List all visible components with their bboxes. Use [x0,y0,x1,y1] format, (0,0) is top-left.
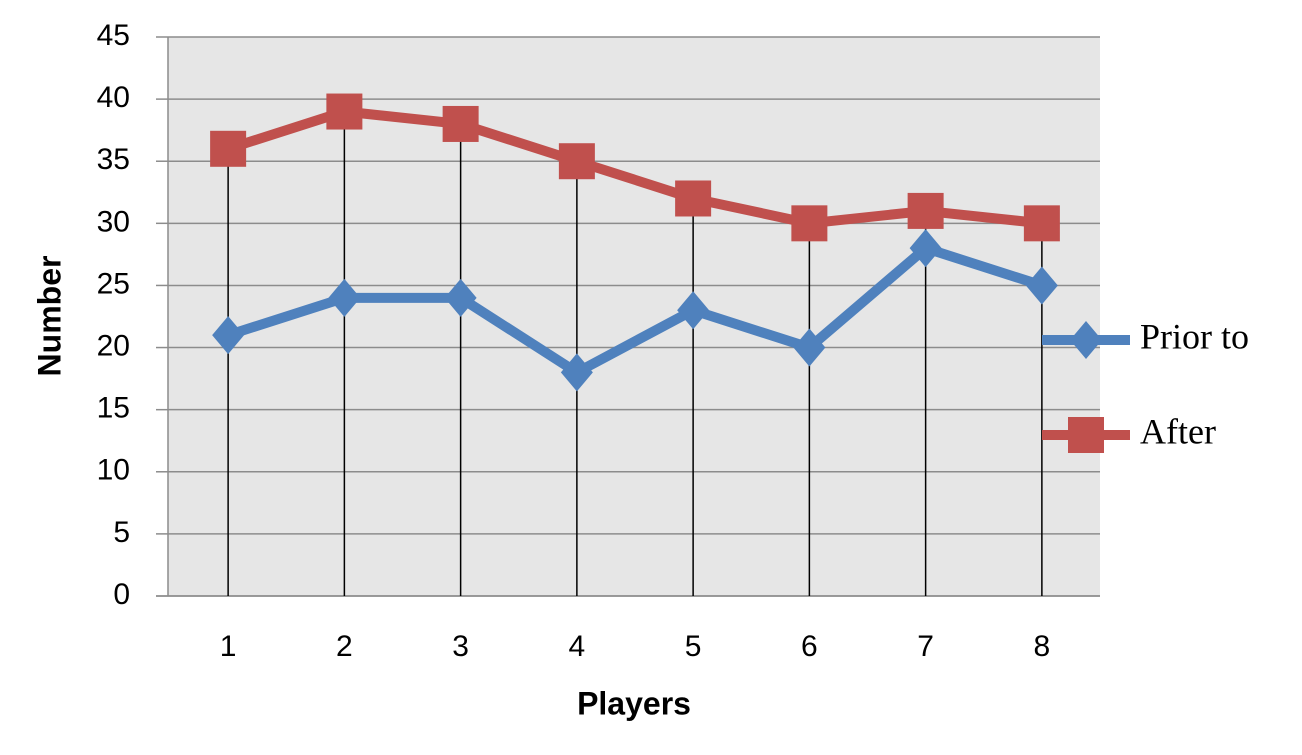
x-tick-label: 4 [569,630,586,663]
point-marker [210,130,247,167]
point-marker [1023,205,1060,242]
point-marker [791,205,828,242]
point-marker [793,328,826,367]
point-marker [560,353,593,392]
point-marker [212,316,245,355]
x-tick-label: 2 [336,630,353,663]
point-marker [558,143,595,180]
point-marker [907,192,944,229]
x-tick-label: 5 [685,630,702,663]
x-tick-label: 7 [917,630,934,663]
y-tick-label: 35 [97,143,130,176]
point-marker [328,278,361,317]
x-axis-title: Players [577,685,691,721]
point-marker [442,105,479,142]
y-tick-label: 40 [97,81,130,114]
plot-area [168,37,1100,596]
series-line [226,243,1044,378]
legend-label: After [1140,411,1216,451]
x-tick-label: 3 [452,630,469,663]
y-tick-label: 20 [97,329,130,362]
point-marker [909,229,942,268]
series-line [226,106,1043,229]
y-tick-label: 10 [97,454,130,487]
y-axis-title: Number [31,256,67,377]
y-tick-label: 15 [97,392,130,425]
y-tick-label: 5 [113,516,130,549]
x-tick-label: 8 [1034,630,1051,663]
legend-marker [1070,321,1102,359]
legend-label: Prior to [1140,316,1249,356]
point-marker [444,278,477,317]
x-tick-label: 1 [220,630,237,663]
x-tick-label: 6 [801,630,818,663]
y-tick-label: 45 [97,19,130,52]
point-marker [326,93,363,130]
y-tick-label: 25 [97,267,130,300]
point-marker [675,180,712,217]
y-tick-label: 30 [97,205,130,238]
point-marker [1025,266,1058,305]
legend-marker [1068,417,1104,453]
y-tick-label: 0 [113,578,130,611]
point-marker [677,291,710,330]
